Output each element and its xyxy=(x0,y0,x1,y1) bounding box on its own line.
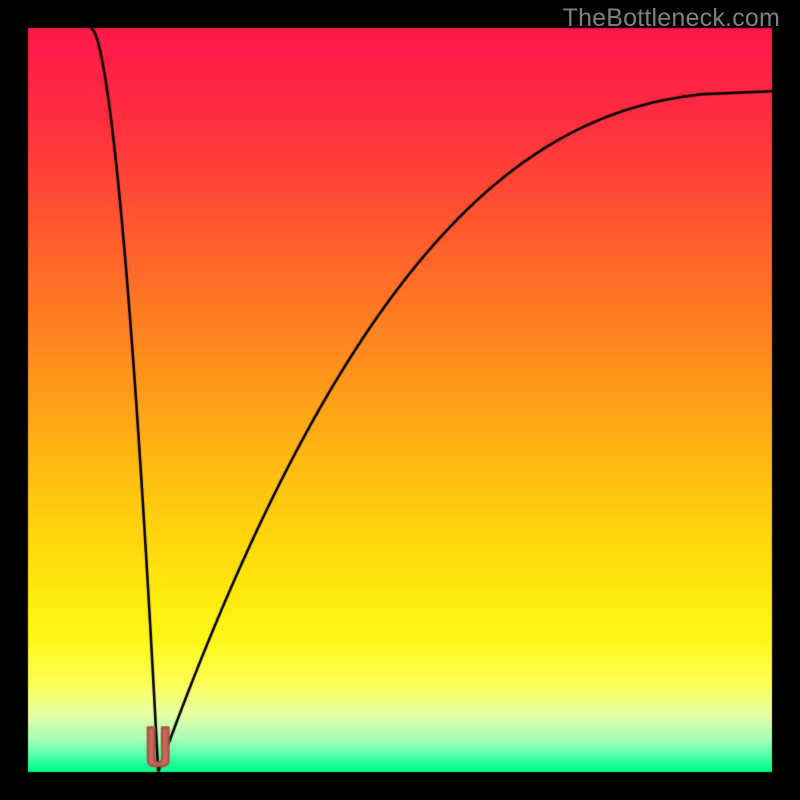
watermark-text: TheBottleneck.com xyxy=(563,4,780,33)
bottleneck-curve xyxy=(0,0,800,800)
chart-stage: TheBottleneck.com xyxy=(0,0,800,800)
